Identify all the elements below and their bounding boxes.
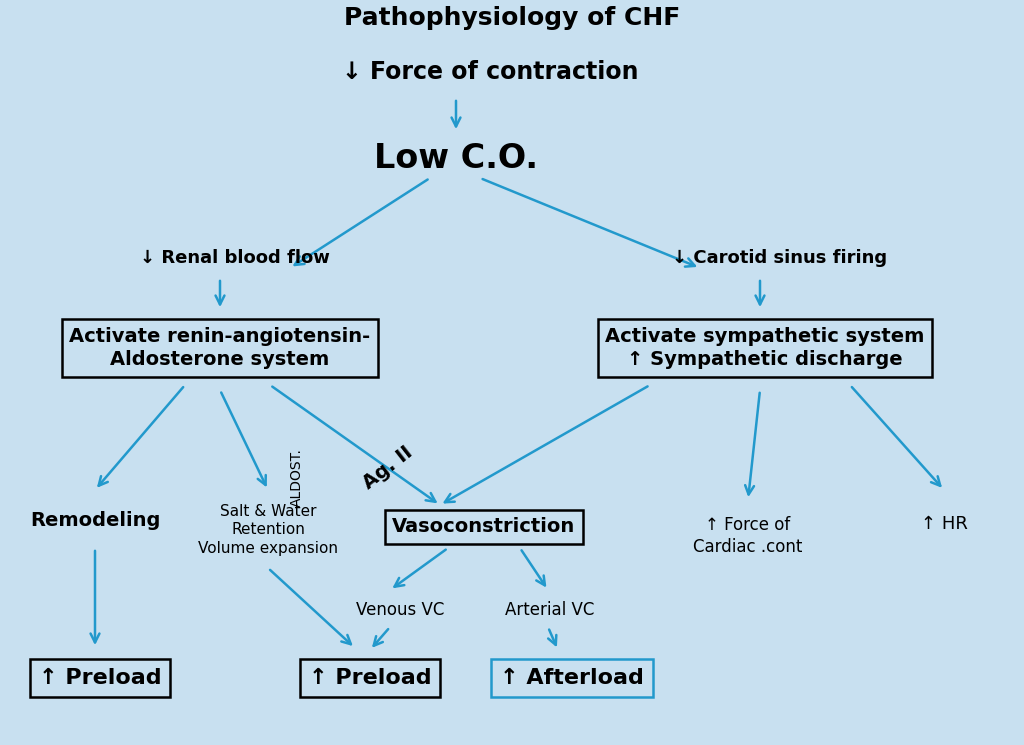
Text: Salt & Water
Retention
Volume expansion: Salt & Water Retention Volume expansion [198,504,338,556]
Text: ↑ Preload: ↑ Preload [308,668,431,688]
Text: ↓ Renal blood flow: ↓ Renal blood flow [140,249,330,267]
Text: Ag. II: Ag. II [359,443,417,493]
Text: ↑ HR: ↑ HR [921,515,968,533]
Text: Venous VC: Venous VC [355,601,444,619]
Text: ↓ Force of contraction: ↓ Force of contraction [342,60,638,84]
Text: Activate sympathetic system
↑ Sympathetic discharge: Activate sympathetic system ↑ Sympatheti… [605,327,925,370]
Text: Remodeling: Remodeling [30,510,160,530]
Text: Arterial VC: Arterial VC [505,601,595,619]
Text: ↑ Afterload: ↑ Afterload [500,668,644,688]
Text: ALDOST.: ALDOST. [290,448,304,507]
Text: ↑ Force of
Cardiac .cont: ↑ Force of Cardiac .cont [693,516,803,556]
Text: ↓ Carotid sinus firing: ↓ Carotid sinus firing [673,249,888,267]
Text: Pathophysiology of CHF: Pathophysiology of CHF [344,6,680,30]
Text: Low C.O.: Low C.O. [374,142,538,174]
Text: Vasoconstriction: Vasoconstriction [392,518,575,536]
Text: ↑ Preload: ↑ Preload [39,668,162,688]
Text: Activate renin-angiotensin-
Aldosterone system: Activate renin-angiotensin- Aldosterone … [70,327,371,370]
